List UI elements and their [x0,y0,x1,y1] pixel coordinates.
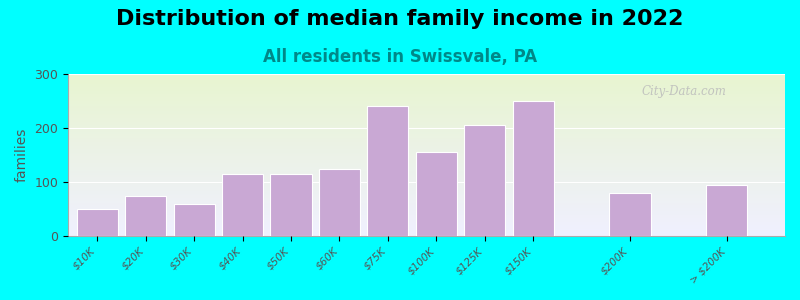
Bar [270,174,311,236]
Y-axis label: families: families [15,128,29,182]
Bar [464,125,506,236]
Bar [319,169,360,236]
Text: All residents in Swissvale, PA: All residents in Swissvale, PA [263,48,537,66]
Text: Distribution of median family income in 2022: Distribution of median family income in … [116,9,684,29]
Bar [416,152,457,236]
Bar [174,204,214,236]
Bar [125,196,166,236]
Text: City-Data.com: City-Data.com [642,85,726,98]
Bar [367,106,409,236]
Bar [513,101,554,236]
Bar [222,174,263,236]
Bar [610,193,650,236]
Bar [706,185,747,236]
Bar [77,209,118,236]
